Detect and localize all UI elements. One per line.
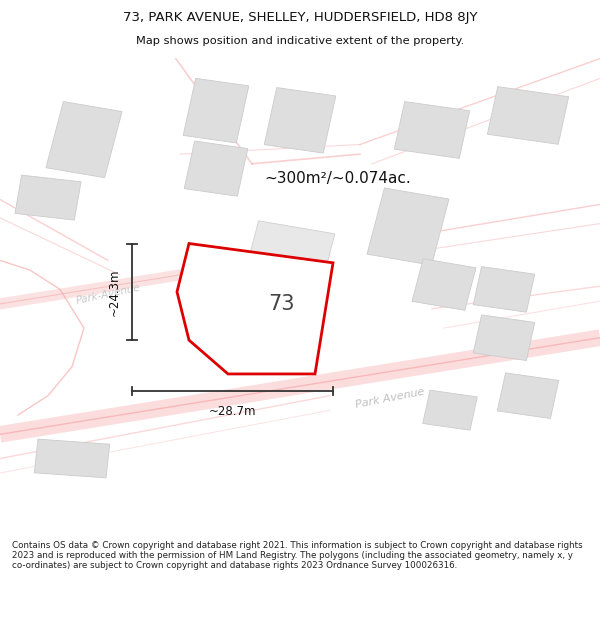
Text: Contains OS data © Crown copyright and database right 2021. This information is : Contains OS data © Crown copyright and d… <box>12 541 583 571</box>
Polygon shape <box>264 88 336 153</box>
Text: ~28.7m: ~28.7m <box>209 406 256 418</box>
Polygon shape <box>15 175 81 220</box>
Text: ~300m²/~0.074ac.: ~300m²/~0.074ac. <box>264 171 411 186</box>
Text: ~24.3m: ~24.3m <box>108 268 121 316</box>
Text: 73, PARK AVENUE, SHELLEY, HUDDERSFIELD, HD8 8JY: 73, PARK AVENUE, SHELLEY, HUDDERSFIELD, … <box>123 11 477 24</box>
Polygon shape <box>367 188 449 265</box>
Polygon shape <box>412 259 476 311</box>
Polygon shape <box>394 102 470 158</box>
Polygon shape <box>473 315 535 361</box>
Polygon shape <box>46 101 122 178</box>
Polygon shape <box>487 87 569 144</box>
Polygon shape <box>34 439 110 478</box>
Polygon shape <box>177 244 333 374</box>
Polygon shape <box>184 141 248 196</box>
Text: 73: 73 <box>269 294 295 314</box>
Polygon shape <box>183 78 249 143</box>
Polygon shape <box>241 221 335 300</box>
Text: Park-Avenue: Park-Avenue <box>75 282 141 306</box>
Polygon shape <box>473 267 535 312</box>
Text: Map shows position and indicative extent of the property.: Map shows position and indicative extent… <box>136 36 464 46</box>
Polygon shape <box>497 373 559 419</box>
Text: Park Avenue: Park Avenue <box>355 386 425 410</box>
Polygon shape <box>423 390 477 430</box>
